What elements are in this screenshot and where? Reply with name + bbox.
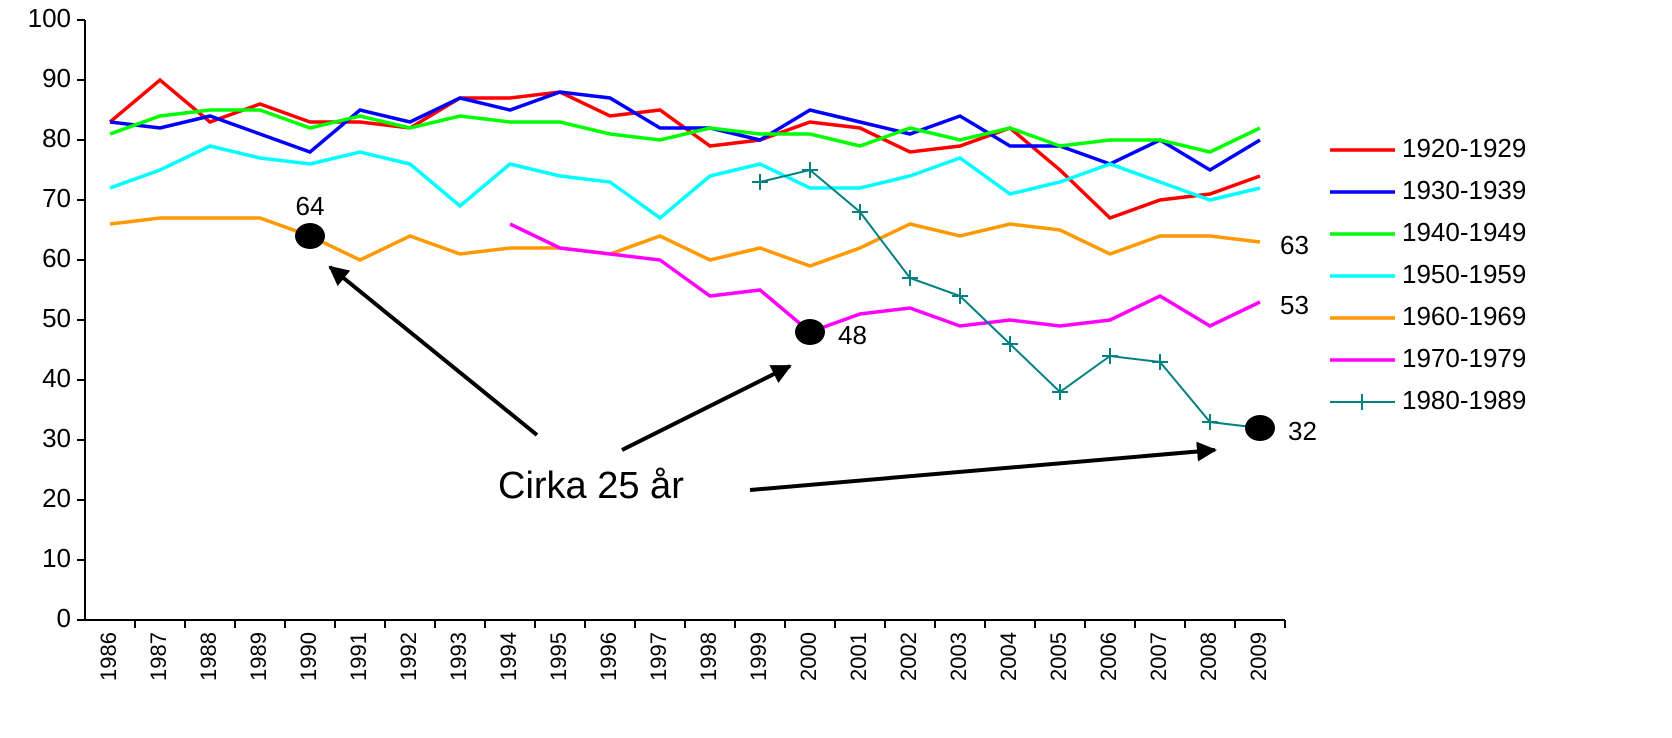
- legend-label: 1940-1949: [1402, 217, 1526, 247]
- series-line: [109, 144, 1261, 221]
- x-tick-label: 2008: [1196, 632, 1221, 681]
- point-marker: [902, 270, 918, 286]
- x-tick-label: 1994: [496, 632, 521, 681]
- point-label: 64: [296, 191, 325, 221]
- annotation: Cirka 25 år: [498, 465, 684, 507]
- x-tick-label: 2002: [896, 632, 921, 681]
- x-tick-label: 1989: [246, 632, 271, 681]
- legend-label: 1950-1959: [1402, 259, 1526, 289]
- arrow: [621, 364, 792, 452]
- series-line: [509, 222, 1261, 334]
- series-line: [109, 90, 1261, 173]
- y-tick-label: 60: [42, 243, 71, 273]
- point-marker: [1002, 336, 1018, 352]
- x-tick-label: 2006: [1096, 632, 1121, 681]
- series-line: [109, 108, 1261, 154]
- arrow: [328, 265, 539, 437]
- legend-label: 1930-1939: [1402, 175, 1526, 205]
- point-label: 48: [838, 320, 867, 350]
- y-tick-label: 40: [42, 363, 71, 393]
- point-marker: [1102, 348, 1118, 364]
- x-tick-label: 1992: [396, 632, 421, 681]
- y-tick-label: 80: [42, 123, 71, 153]
- y-tick-label: 100: [28, 3, 71, 33]
- x-tick-label: 1990: [296, 632, 321, 681]
- highlight-dot: [295, 223, 325, 249]
- y-tick-label: 10: [42, 543, 71, 573]
- point-marker: [1152, 354, 1168, 370]
- x-tick-label: 1997: [646, 632, 671, 681]
- legend-label: 1960-1969: [1402, 301, 1526, 331]
- point-marker: [1202, 414, 1218, 430]
- x-tick-label: 2005: [1046, 632, 1071, 681]
- legend-label: 1980-1989: [1402, 385, 1526, 415]
- x-tick-label: 1988: [196, 632, 221, 681]
- point-marker: [852, 204, 868, 220]
- series-line: [759, 168, 1261, 429]
- x-tick-label: 2001: [846, 632, 871, 681]
- legend-label: 1970-1979: [1402, 343, 1526, 373]
- x-tick-label: 2000: [796, 632, 821, 681]
- x-tick-label: 1991: [346, 632, 371, 681]
- x-tick-label: 1986: [96, 632, 121, 681]
- x-tick-label: 1998: [696, 632, 721, 681]
- highlight-dot: [795, 319, 825, 345]
- y-tick-label: 20: [42, 483, 71, 513]
- legend-label: 1920-1929: [1402, 133, 1526, 163]
- point-label: 53: [1280, 290, 1309, 320]
- y-tick-label: 70: [42, 183, 71, 213]
- point-marker: [752, 174, 768, 190]
- y-tick-label: 50: [42, 303, 71, 333]
- legend-marker: [1354, 394, 1370, 410]
- x-tick-label: 1987: [146, 632, 171, 681]
- arrow: [749, 441, 1217, 492]
- series-line: [109, 216, 1261, 268]
- y-tick-label: 90: [42, 63, 71, 93]
- x-tick-label: 2009: [1246, 632, 1271, 681]
- x-tick-label: 1996: [596, 632, 621, 681]
- point-label: 63: [1280, 230, 1309, 260]
- x-tick-label: 1993: [446, 632, 471, 681]
- x-tick-label: 2007: [1146, 632, 1171, 681]
- point-marker: [1052, 384, 1068, 400]
- y-tick-label: 0: [57, 603, 71, 633]
- x-tick-label: 1999: [746, 632, 771, 681]
- x-tick-label: 1995: [546, 632, 571, 681]
- y-tick-label: 30: [42, 423, 71, 453]
- point-marker: [802, 162, 818, 178]
- x-tick-label: 2003: [946, 632, 971, 681]
- highlight-dot: [1245, 415, 1275, 441]
- point-marker: [952, 288, 968, 304]
- x-tick-label: 2004: [996, 632, 1021, 681]
- point-label: 32: [1288, 416, 1317, 446]
